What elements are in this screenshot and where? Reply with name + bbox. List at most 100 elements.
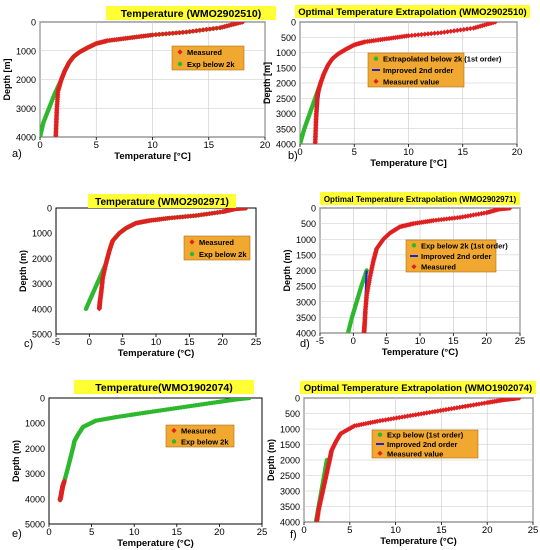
y-axis-label: Depth [m] <box>262 62 272 104</box>
data-point <box>479 23 485 29</box>
x-tick-label: 25 <box>251 337 262 348</box>
y-tick-label: 2000 <box>16 75 36 85</box>
data-point <box>57 497 63 503</box>
series-layer <box>345 208 513 333</box>
x-tick-label: -5 <box>52 337 60 348</box>
y-tick-label: 1500 <box>276 63 296 73</box>
series-layer <box>300 22 498 144</box>
y-tick-label: 4000 <box>280 518 300 528</box>
panel-label: b) <box>288 150 298 162</box>
x-tick-label: 5 <box>347 525 352 536</box>
y-axis-label: Depth (m) <box>266 439 276 481</box>
y-axis-label: Depth [m] <box>2 59 12 101</box>
chart-title: Optimal Temperature Extrapolation (WMO19… <box>304 383 532 394</box>
x-tick-label: 10 <box>390 525 401 536</box>
legend-box <box>371 429 479 459</box>
x-tick-label: 25 <box>515 336 526 347</box>
chart-title: Temperature (WMO2902510) <box>121 8 261 20</box>
data-point <box>465 403 471 409</box>
legend-label: Exp below 2k <box>199 250 247 259</box>
legend-label: Improved 2nd order <box>421 252 492 261</box>
data-point <box>410 412 416 418</box>
series-layer <box>313 398 522 522</box>
data-point <box>431 30 438 36</box>
y-tick-label: 1500 <box>296 250 316 260</box>
legend-swatch <box>373 56 379 61</box>
data-point <box>471 25 477 31</box>
data-point <box>481 22 488 28</box>
panel-c: -5 0 5 10 15 20 25 0 1000 2000 3000 4000 5000 Tempera… <box>18 194 261 359</box>
y-tick-label: 3000 <box>32 279 52 289</box>
y-tick-label: 4000 <box>296 329 316 339</box>
data-point <box>418 31 425 38</box>
data-point <box>422 31 428 37</box>
data-point <box>462 213 468 220</box>
chart-title: Temperature (WMO2902971) <box>95 197 229 208</box>
x-tick-label: 0 <box>297 147 302 158</box>
legend-label: Exp below (1st order) <box>387 431 464 440</box>
data-point <box>345 330 351 333</box>
title-highlight <box>320 192 520 205</box>
data-point <box>360 421 367 427</box>
panel-label: a) <box>12 148 22 160</box>
x-axis-label: Temperature (°C) <box>380 536 456 547</box>
panel-label: e) <box>12 528 22 540</box>
y-tick-label: 500 <box>285 409 300 419</box>
data-point <box>166 30 172 37</box>
y-tick-label: 2000 <box>32 254 52 264</box>
y-tick-label: 0 <box>40 394 45 404</box>
panel-d: -5 0 5 10 15 20 25 0 500 1000 1500 2000 2500 3000 3500… <box>282 192 525 358</box>
data-point <box>407 413 413 419</box>
data-point <box>388 416 394 422</box>
chart-title: Temperature(WMO1902074) <box>95 382 233 394</box>
data-point <box>402 414 408 420</box>
y-tick-label: 1000 <box>16 46 36 56</box>
y-tick-label: 0 <box>47 204 52 214</box>
data-point <box>413 412 419 418</box>
y-tick-label: 3000 <box>25 469 45 479</box>
x-tick-label: 20 <box>214 527 225 538</box>
data-point <box>200 27 206 33</box>
y-tick-label: 3500 <box>276 124 296 134</box>
x-tick-label: 20 <box>482 525 493 536</box>
data-point <box>464 26 470 32</box>
y-tick-label: 1000 <box>296 235 316 245</box>
data-point <box>300 141 303 144</box>
data-point <box>187 29 193 35</box>
data-point <box>210 26 216 32</box>
data-point <box>484 400 490 406</box>
data-point <box>193 28 199 34</box>
legend-label: Exp below 2k <box>187 60 235 69</box>
y-tick-label: 0 <box>295 394 300 404</box>
panel-a: 0 5 10 15 20 0 1000 2000 3000 4000 Temperature [°C… <box>2 6 276 162</box>
data-point <box>372 419 378 425</box>
x-tick-label: 20 <box>260 140 271 151</box>
panel-label: c) <box>24 338 33 350</box>
data-point <box>448 28 454 34</box>
data-point <box>457 27 464 33</box>
legend-swatch <box>377 450 383 456</box>
y-tick-label: 4000 <box>276 140 296 150</box>
y-tick-label: 2500 <box>276 94 296 104</box>
data-point <box>454 215 460 221</box>
chart-title: Optimal Temperature Extrapolation (WMO29… <box>324 195 517 204</box>
legend: Exp below (1st order)Improved 2nd orderM… <box>371 429 479 459</box>
data-point <box>470 402 477 408</box>
data-point <box>461 26 467 33</box>
x-tick-label: 5 <box>384 336 389 347</box>
legend: Extrapolated below 2k (1st order) Improve… <box>367 52 502 88</box>
legend-label: Measured <box>187 48 222 57</box>
series-layer <box>57 398 252 503</box>
x-tick-label: 25 <box>528 525 539 536</box>
y-axis-label: Depth (m) <box>18 250 28 292</box>
x-tick-label: 15 <box>436 525 447 536</box>
data-point <box>435 408 441 414</box>
legend-label: Exp below 2k <box>181 438 229 447</box>
data-point <box>438 216 444 223</box>
data-point <box>224 23 230 29</box>
legend-box <box>171 45 245 71</box>
data-point <box>217 25 223 31</box>
y-tick-label: 2500 <box>280 471 300 481</box>
y-tick-label: 1000 <box>25 419 45 429</box>
data-point <box>153 32 159 38</box>
